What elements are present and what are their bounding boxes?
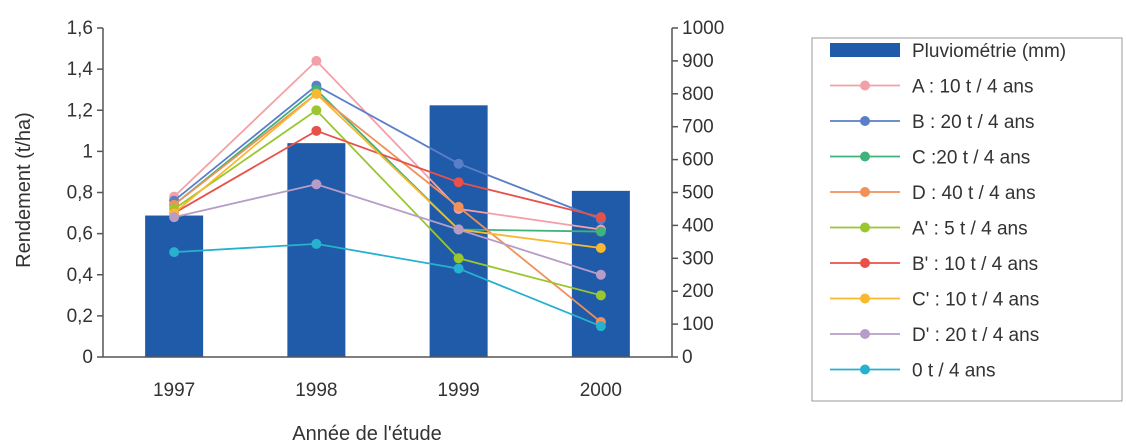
y-tick-label: 0,4 [67, 265, 94, 286]
series-line [174, 243, 602, 327]
legend-swatch-marker [860, 80, 870, 91]
series-point [311, 125, 322, 136]
legend-swatch-marker [860, 293, 870, 304]
series-point [453, 224, 464, 235]
series-point [311, 55, 322, 66]
x-tick-label: 1999 [437, 380, 479, 401]
y-tick-label: 1,6 [67, 18, 93, 39]
y2-tick-label: 200 [682, 281, 714, 302]
y-tick-label: 1,4 [67, 59, 94, 80]
series-point [311, 179, 322, 190]
legend-label: B : 20 t / 4 ans [912, 112, 1035, 133]
legend-swatch-bar [830, 43, 900, 57]
series-line [173, 129, 602, 219]
series-point [311, 105, 322, 116]
series-line [173, 92, 602, 323]
series-line [173, 88, 601, 233]
chart-axes: 0 0,2 0,4 0,6 0,8 1 1,2 1,4 1,6 0 100 200 300 400 500 6… [67, 18, 725, 401]
legend-label: C' : 10 t / 4 ans [912, 290, 1039, 311]
legend-label: 0 t / 4 ans [912, 361, 995, 382]
series-point [453, 177, 464, 188]
legend-label: D' : 20 t / 4 ans [912, 325, 1039, 346]
series-line [173, 109, 602, 297]
legend-frame [811, 37, 1123, 402]
legend-label: B' : 10 t / 4 ans [912, 254, 1038, 275]
rainfall-bar [145, 215, 204, 357]
legend-swatch-marker [860, 258, 870, 268]
legend-swatch-marker [860, 116, 870, 126]
rainfall-bar [287, 143, 346, 357]
series-point [311, 88, 322, 99]
y2-tick-label: 600 [682, 150, 714, 171]
x-tick-label: 2000 [580, 380, 622, 401]
series-point [595, 226, 606, 237]
series-point [169, 212, 180, 223]
x-axis-title: Année de l'étude [292, 423, 442, 445]
series-point [595, 269, 606, 280]
y2-tick-label: 400 [682, 215, 714, 236]
y2-tick-label: 0 [682, 347, 693, 368]
legend-label: A : 10 t / 4 ans [912, 77, 1033, 98]
series-point [453, 263, 464, 274]
y-tick-label: 0,6 [67, 224, 93, 245]
legend-label: D : 40 t / 4 ans [912, 183, 1036, 204]
legend-swatch-marker [860, 151, 870, 162]
y-tick-label: 1,2 [67, 100, 93, 121]
series-point [595, 290, 606, 301]
y2-tick-label: 300 [682, 248, 714, 269]
yield-lines [169, 55, 606, 332]
legend-label: Pluviométrie (mm) [912, 41, 1066, 62]
legend: Pluviométrie (mm) A : 10 t / 4 ans B : 20 … [811, 37, 1123, 402]
legend-label: A' : 5 t / 4 ans [912, 219, 1028, 240]
series-point [311, 238, 322, 249]
legend-label: C :20 t / 4 ans [912, 148, 1030, 169]
series-point [169, 247, 180, 258]
series-point [595, 243, 606, 254]
y-tick-label: 0,8 [67, 183, 93, 204]
y2-tick-label: 800 [682, 84, 714, 105]
y-axis-title: Rendement (t/ha) [13, 112, 35, 268]
y-tick-label: 0,2 [67, 306, 93, 327]
y2-tick-label: 500 [682, 183, 714, 204]
y2-tick-label: 1000 [682, 18, 724, 39]
series-point [453, 253, 464, 264]
series-point [595, 321, 606, 332]
y-tick-label: 1 [82, 141, 93, 162]
legend-swatch-marker [860, 329, 870, 339]
series-point [453, 158, 464, 169]
legend-swatch-marker [860, 222, 870, 233]
y2-tick-label: 700 [682, 117, 714, 138]
x-tick-label: 1998 [295, 380, 337, 401]
legend-swatch-marker [860, 364, 870, 375]
x-tick-label: 1997 [153, 380, 195, 401]
series-point [453, 201, 464, 212]
legend-swatch-marker [860, 187, 870, 197]
series-line [173, 92, 601, 249]
y-tick-label: 0 [82, 347, 93, 368]
y2-tick-label: 900 [682, 51, 714, 72]
series-line [173, 183, 602, 276]
series-line [173, 59, 602, 231]
series-point [595, 212, 606, 223]
series-line [173, 84, 602, 221]
y2-tick-label: 100 [682, 314, 714, 335]
